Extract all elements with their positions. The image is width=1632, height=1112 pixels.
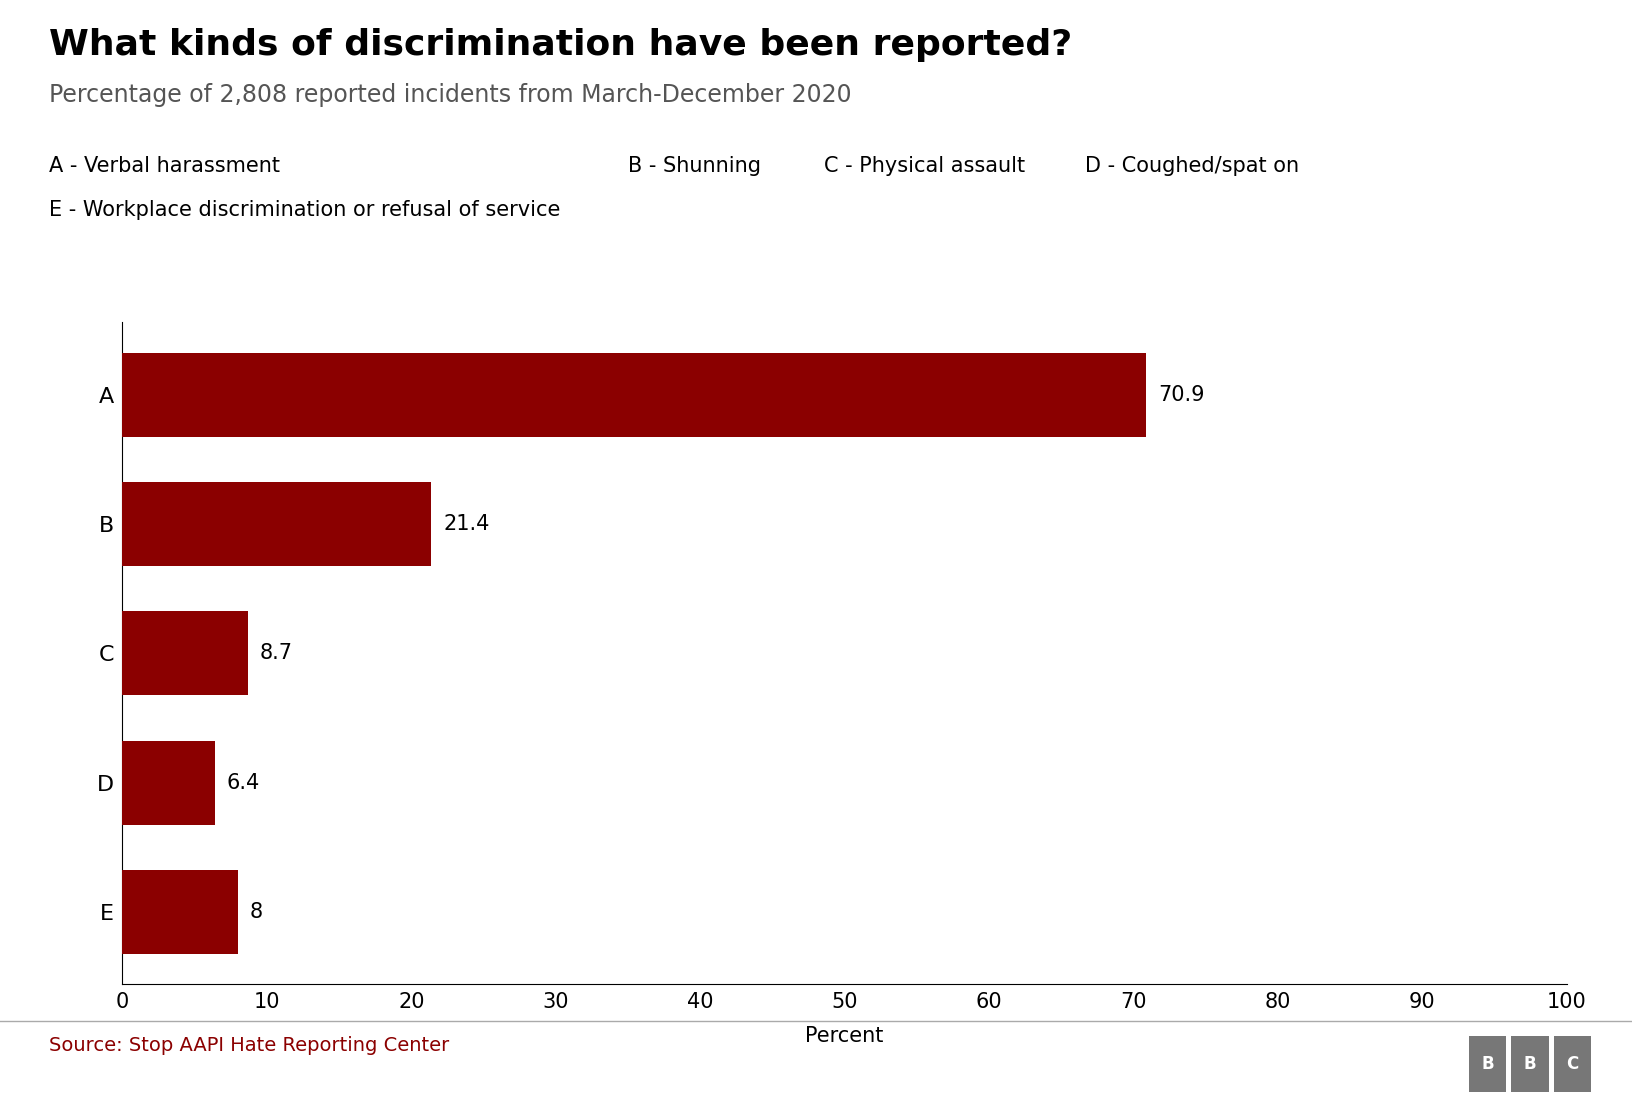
Text: E - Workplace discrimination or refusal of service: E - Workplace discrimination or refusal … <box>49 200 560 220</box>
Text: 6.4: 6.4 <box>227 773 259 793</box>
Bar <box>122 612 248 695</box>
Text: D - Coughed/spat on: D - Coughed/spat on <box>1085 156 1299 176</box>
Bar <box>122 481 431 566</box>
FancyBboxPatch shape <box>1511 1036 1549 1092</box>
Bar <box>122 741 215 825</box>
Text: Percentage of 2,808 reported incidents from March-December 2020: Percentage of 2,808 reported incidents f… <box>49 83 852 108</box>
Text: 21.4: 21.4 <box>442 514 490 534</box>
Text: Source: Stop AAPI Hate Reporting Center: Source: Stop AAPI Hate Reporting Center <box>49 1036 449 1055</box>
Text: A - Verbal harassment: A - Verbal harassment <box>49 156 281 176</box>
Text: C: C <box>1567 1055 1578 1073</box>
Text: C - Physical assault: C - Physical assault <box>824 156 1025 176</box>
Text: B - Shunning: B - Shunning <box>628 156 761 176</box>
X-axis label: Percent: Percent <box>805 1026 885 1046</box>
Text: 8: 8 <box>250 902 263 922</box>
Text: B: B <box>1524 1055 1536 1073</box>
FancyBboxPatch shape <box>1469 1036 1506 1092</box>
Text: 8.7: 8.7 <box>259 644 292 663</box>
FancyBboxPatch shape <box>1554 1036 1591 1092</box>
Text: What kinds of discrimination have been reported?: What kinds of discrimination have been r… <box>49 28 1072 62</box>
Text: 70.9: 70.9 <box>1159 385 1204 405</box>
Bar <box>122 353 1146 437</box>
Text: B: B <box>1482 1055 1493 1073</box>
Bar <box>122 870 238 954</box>
